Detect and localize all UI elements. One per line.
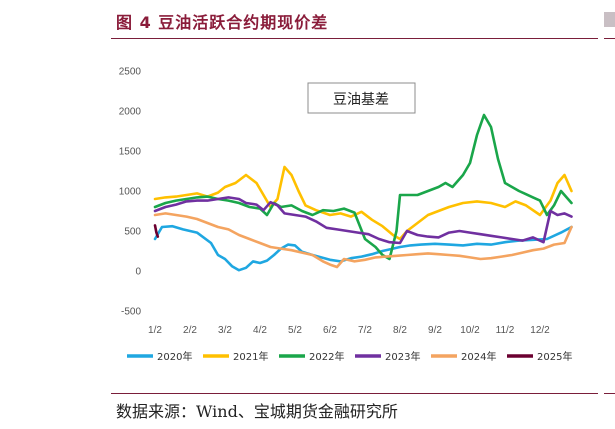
legend: 2020年 2021年 2022年 2023年 2024年 2025年 (127, 350, 572, 363)
y-tick-label: -500 (121, 307, 141, 318)
series-line (153, 165, 573, 241)
x-tick-label: 1/2 (148, 325, 162, 336)
series-line (153, 224, 160, 238)
figure-title: 图 4 豆油活跃合约期现价差 (116, 13, 329, 32)
basis-chart: -500 0 500 1000 1500 2000 2500 1/2 2/2 3/2 4/2 5/2… (119, 67, 573, 363)
legend-label: 2021年 (233, 350, 268, 363)
legend-label: 2020年 (157, 350, 192, 363)
x-tick-label: 9/2 (428, 325, 442, 336)
series-line (153, 196, 573, 245)
next-figure-rule (604, 38, 615, 39)
title-rule (111, 38, 598, 39)
y-tick-label: 2000 (119, 107, 142, 118)
y-tick-label: 2500 (119, 67, 142, 78)
y-tick-label: 1000 (119, 187, 142, 198)
x-tick-label: 3/2 (218, 325, 232, 336)
x-tick-label: 7/2 (358, 325, 372, 336)
series-layer (153, 113, 573, 272)
annotation-label: 豆油基差 (333, 91, 389, 108)
x-tick-label: 12/2 (530, 325, 550, 336)
series-line (153, 113, 573, 261)
legend-label: 2022年 (309, 350, 344, 363)
x-tick-label: 6/2 (323, 325, 337, 336)
x-tick-label: 11/2 (496, 325, 515, 336)
next-figure-edge (604, 12, 615, 27)
x-axis: 1/2 2/2 3/2 4/2 5/2 6/2 7/2 8/2 9/2 10/2 11/2 12/2 (148, 325, 550, 336)
x-tick-label: 4/2 (253, 325, 267, 336)
series-line (153, 224, 573, 272)
x-tick-label: 5/2 (288, 325, 302, 336)
x-tick-label: 8/2 (393, 325, 407, 336)
source-rule (111, 393, 598, 394)
x-tick-label: 2/2 (183, 325, 197, 336)
legend-label: 2024年 (461, 350, 496, 363)
y-tick-label: 0 (135, 267, 141, 278)
legend-label: 2025年 (537, 350, 572, 363)
annotation-box: 豆油基差 (307, 82, 416, 114)
source-note: 数据来源：Wind、宝城期货金融研究所 (116, 402, 398, 421)
series-line (153, 212, 573, 269)
y-axis: -500 0 500 1000 1500 2000 2500 (119, 67, 142, 318)
legend-label: 2023年 (385, 350, 420, 363)
y-tick-label: 1500 (119, 147, 142, 158)
x-tick-label: 10/2 (460, 325, 480, 336)
next-figure-rule-bottom (604, 393, 615, 394)
y-tick-label: 500 (124, 227, 141, 238)
